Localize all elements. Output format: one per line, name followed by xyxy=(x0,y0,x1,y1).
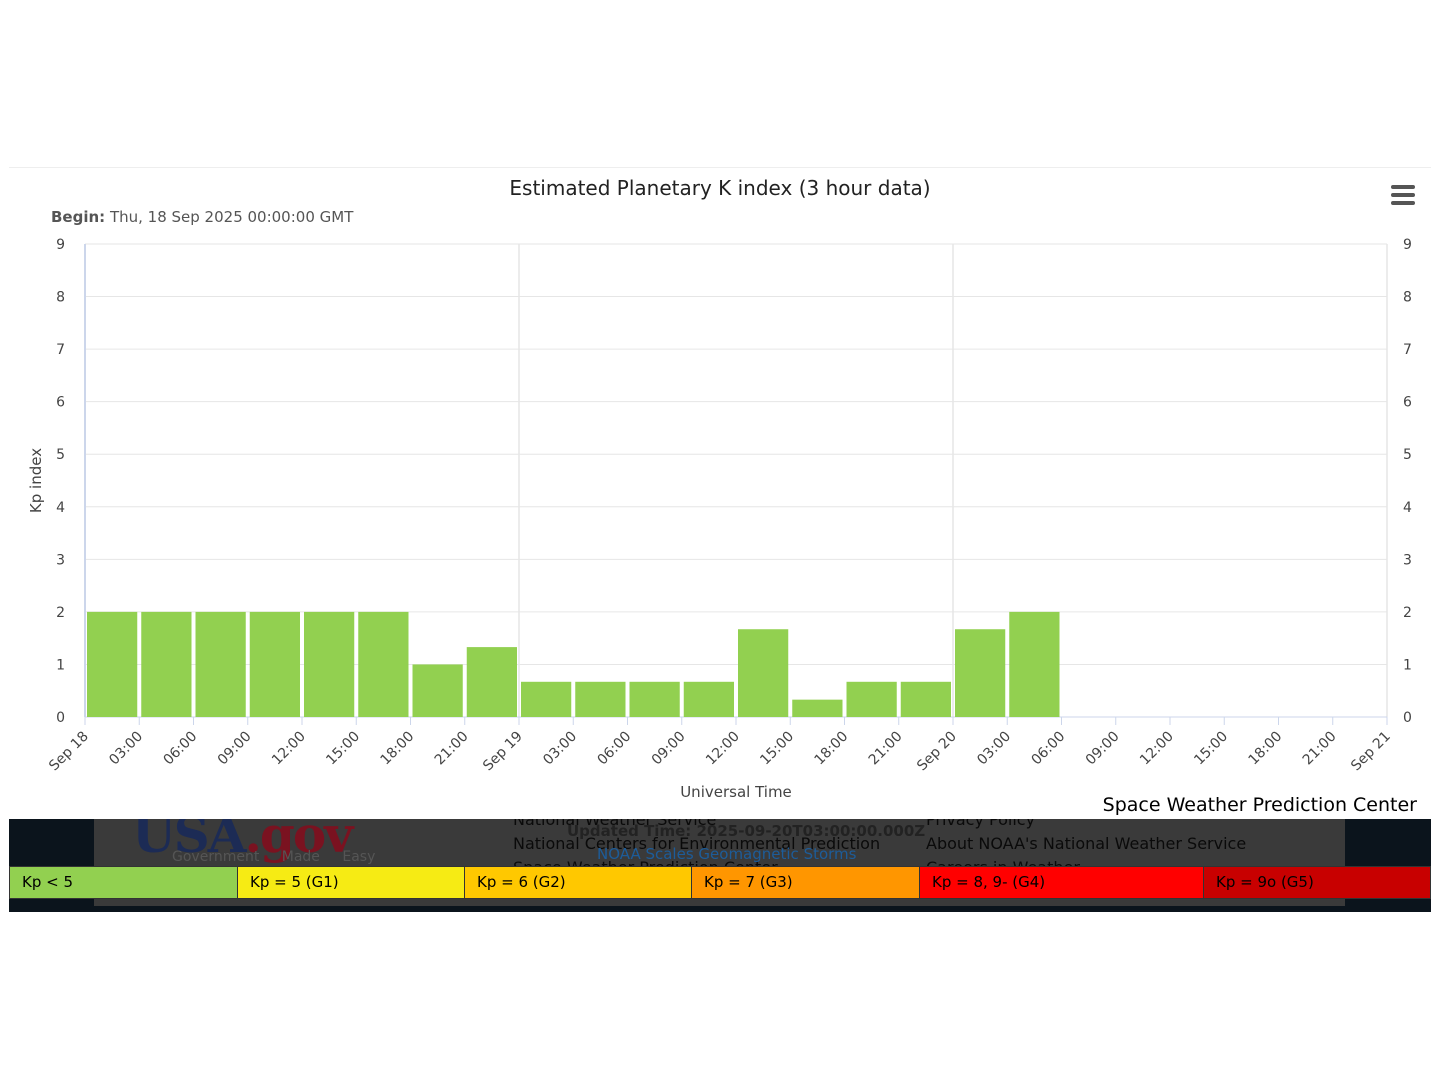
y-tick-label-right: 3 xyxy=(1403,552,1412,568)
subtitle-value: Thu, 18 Sep 2025 00:00:00 GMT xyxy=(109,208,354,226)
x-tick-label: 15:00 xyxy=(757,729,797,769)
x-tick-label: 06:00 xyxy=(594,729,634,769)
x-tick-label: Sep 18 xyxy=(46,729,92,775)
x-axis-title: Universal Time xyxy=(680,783,792,801)
x-tick-label: 06:00 xyxy=(160,729,200,769)
updated-time: Updated Time: 2025-09-20T03:00:00.000Z xyxy=(567,822,926,840)
legend-item: Kp = 5 (G1) xyxy=(237,866,464,899)
logo-usa: USA xyxy=(132,819,247,864)
x-tick-label: 12:00 xyxy=(1137,729,1177,769)
y-tick-label-right: 0 xyxy=(1403,710,1412,726)
kp-bar xyxy=(738,629,789,717)
x-tick-label: 12:00 xyxy=(703,729,743,769)
x-tick-label: 06:00 xyxy=(1028,729,1068,769)
y-tick-label-right: 5 xyxy=(1403,447,1412,463)
link-nws[interactable]: National Weather Service xyxy=(513,819,717,829)
subtitle-label: Begin: xyxy=(51,208,106,226)
kp-bar xyxy=(412,664,463,717)
x-tick-label: 03:00 xyxy=(974,729,1014,769)
legend-item: Kp = 8, 9- (G4) xyxy=(919,866,1203,899)
x-tick-label: Sep 21 xyxy=(1348,729,1394,775)
y-tick-label-right: 1 xyxy=(1403,657,1412,673)
x-tick-label: 09:00 xyxy=(649,729,689,769)
kp-bar xyxy=(87,611,138,717)
y-tick-label-left: 4 xyxy=(56,500,65,516)
kp-bar xyxy=(900,681,951,717)
logo-gov: .gov xyxy=(244,819,354,864)
kp-bar xyxy=(955,629,1006,717)
kp-bar xyxy=(683,681,734,717)
x-tick-label: 12:00 xyxy=(269,729,309,769)
y-tick-label-left: 0 xyxy=(56,710,65,726)
kp-bar xyxy=(358,611,409,717)
y-tick-label-right: 7 xyxy=(1403,342,1412,358)
usa-gov-logo[interactable]: USA.gov xyxy=(132,819,354,864)
kp-legend: Kp < 5 Kp = 5 (G1) Kp = 6 (G2) Kp = 7 (G3) K… xyxy=(9,866,1431,901)
y-axis-title: Kp index xyxy=(27,448,45,513)
x-tick-label: 21:00 xyxy=(432,729,472,769)
x-tick-label: Sep 20 xyxy=(914,729,960,775)
chart-title: Estimated Planetary K index (3 hour data… xyxy=(509,176,931,200)
kp-bar xyxy=(575,681,626,717)
y-tick-label-left: 2 xyxy=(56,605,65,621)
chart-menu-button[interactable] xyxy=(1391,185,1415,207)
chart-subtitle: Begin: Thu, 18 Sep 2025 00:00:00 GMT xyxy=(51,208,353,226)
kp-bar xyxy=(1009,611,1060,717)
x-tick-label: 15:00 xyxy=(323,729,363,769)
legend-item: Kp = 7 (G3) xyxy=(691,866,919,899)
y-tick-label-right: 6 xyxy=(1403,395,1412,411)
y-tick-label-right: 9 xyxy=(1403,237,1412,253)
x-tick-label: 21:00 xyxy=(866,729,906,769)
x-tick-label: 03:00 xyxy=(106,729,146,769)
y-tick-label-left: 1 xyxy=(56,657,65,673)
x-tick-label: 18:00 xyxy=(377,729,417,769)
kp-bar xyxy=(792,699,843,717)
logo-tagline: Government Made Easy xyxy=(172,849,376,865)
kp-bar-chart: 0 0 1 1 2 2 3 3 4 4 5 5 6 6 7 7 8 8 9 9 Sep 18 03:00 06:00 09:0… xyxy=(27,237,1412,801)
x-tick-label: 09:00 xyxy=(215,729,255,769)
legend-item: Kp = 6 (G2) xyxy=(464,866,691,899)
kp-bar xyxy=(629,681,680,717)
kp-bar xyxy=(521,681,572,717)
noaa-scales-link[interactable]: NOAA Scales Geomagnetic Storms xyxy=(597,845,857,863)
y-tick-label-left: 3 xyxy=(56,552,65,568)
link-about-nws[interactable]: About NOAA's National Weather Service xyxy=(926,834,1247,853)
y-tick-label-left: 9 xyxy=(56,237,65,253)
kp-bar xyxy=(466,647,517,717)
kp-bar xyxy=(195,611,246,717)
chart-container: Estimated Planetary K index (3 hour data… xyxy=(9,167,1431,820)
kp-bar xyxy=(249,611,300,717)
kp-bar xyxy=(304,611,355,717)
y-tick-label-right: 4 xyxy=(1403,500,1412,516)
link-ncep[interactable]: National Centers for Environmental Predi… xyxy=(513,834,881,853)
menu-icon xyxy=(1391,185,1415,189)
x-tick-label: 18:00 xyxy=(811,729,851,769)
kp-bar xyxy=(846,681,897,717)
credit-text: Space Weather Prediction Center xyxy=(1102,794,1417,816)
x-tick-label: 21:00 xyxy=(1300,729,1340,769)
legend-item: Kp < 5 xyxy=(9,866,237,899)
x-tick-label: 18:00 xyxy=(1245,729,1285,769)
x-tick-label: Sep 19 xyxy=(480,729,526,775)
y-tick-label-left: 7 xyxy=(56,342,65,358)
y-tick-label-left: 5 xyxy=(56,447,65,463)
x-tick-label: 09:00 xyxy=(1083,729,1123,769)
x-tick-label: 03:00 xyxy=(540,729,580,769)
legend-item: Kp = 9o (G5) xyxy=(1203,866,1431,899)
y-tick-label-right: 2 xyxy=(1403,605,1412,621)
x-tick-label: 15:00 xyxy=(1191,729,1231,769)
kp-bar xyxy=(141,611,192,717)
y-tick-label-left: 8 xyxy=(56,290,65,306)
y-tick-label-right: 8 xyxy=(1403,290,1412,306)
link-privacy[interactable]: Privacy Policy xyxy=(926,819,1036,829)
y-tick-label-left: 6 xyxy=(56,395,65,411)
